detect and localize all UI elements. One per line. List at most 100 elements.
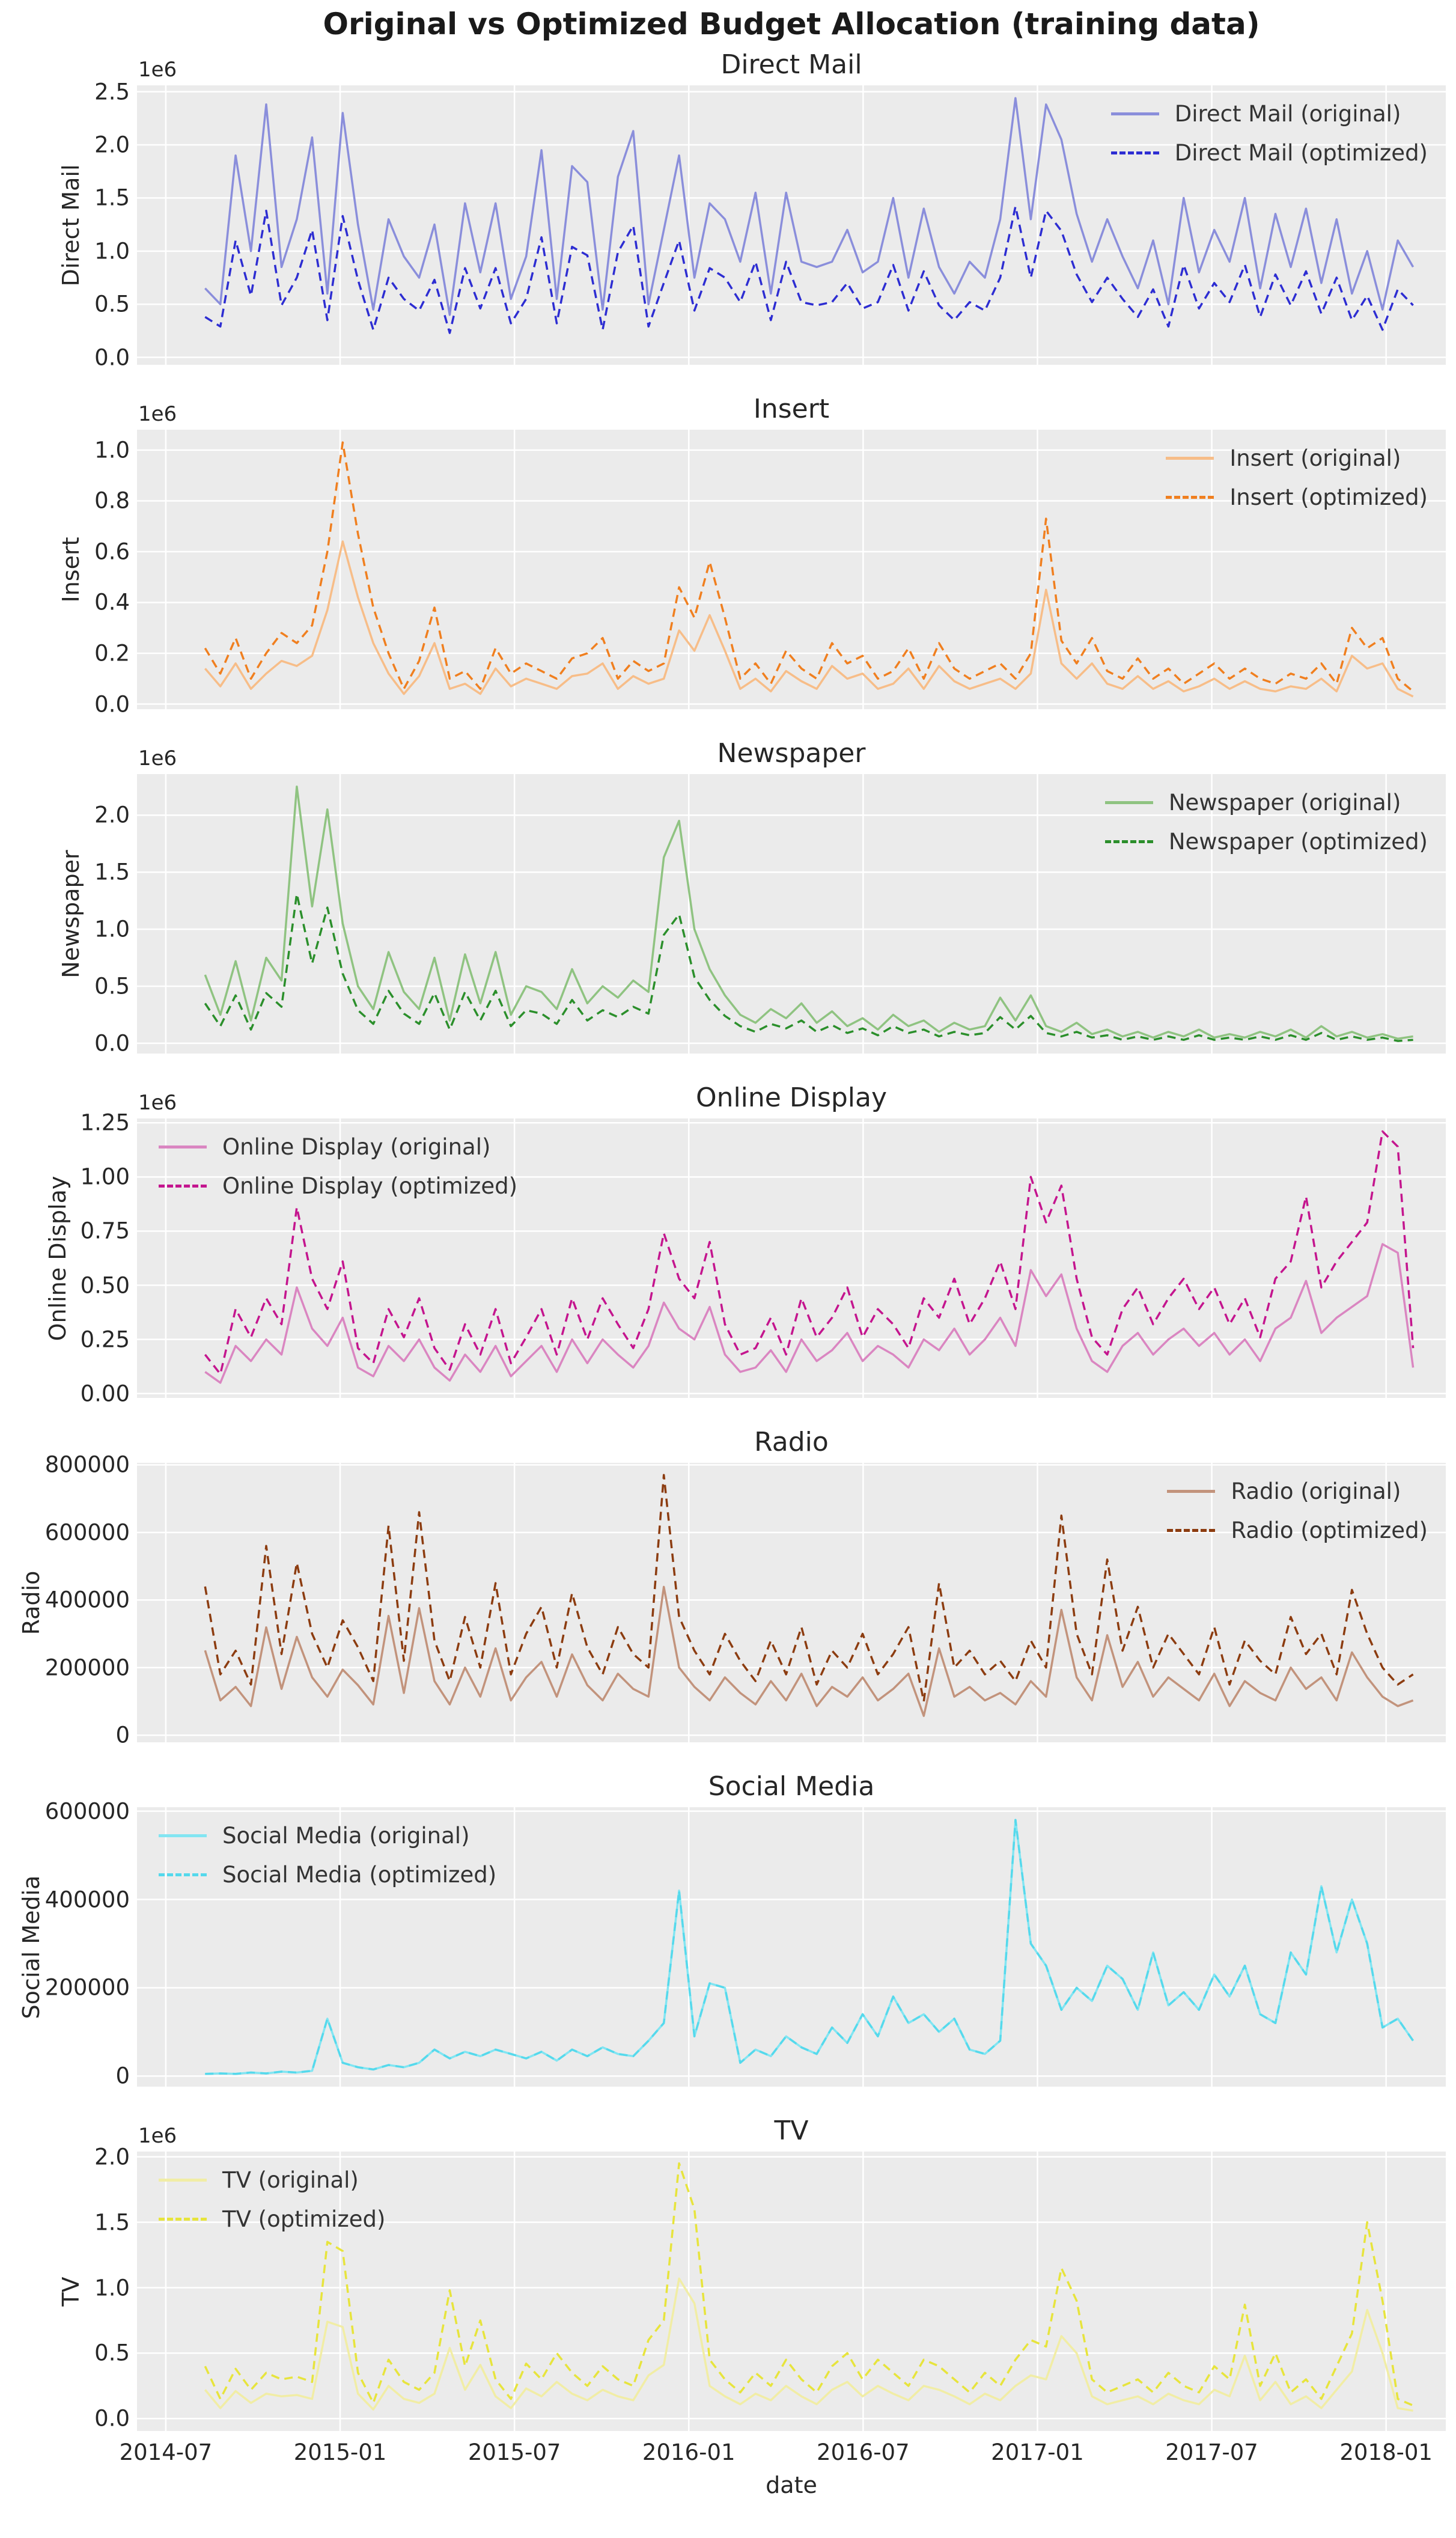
plot-svg xyxy=(137,85,1446,365)
legend-swatch-dashed xyxy=(1104,840,1153,843)
subplot-online-display: Online Display Online Display 0.00 0.25 0.50… xyxy=(0,1076,1456,1407)
x-tick-label: 2017-01 xyxy=(991,2439,1084,2465)
y-axis-offset-label: 1e6 xyxy=(138,1091,177,1115)
legend-item: Insert (original) xyxy=(1166,445,1401,471)
plot-row: Direct Mail 0.0 0.5 1.0 1.5 2.0 2.5 1e6 Direct M… xyxy=(0,58,1456,370)
plot-area: 1e6 Insert (original) Insert (optimized) xyxy=(137,402,1446,709)
y-tick-label: 0.5 xyxy=(94,2340,130,2366)
plot-row: Radio 0 200000 400000 600000 800000 Radio (ori… xyxy=(0,1452,1456,1748)
plot-svg xyxy=(137,1807,1446,2087)
series-line-original xyxy=(204,97,1415,316)
charts-container: Direct Mail Direct Mail 0.0 0.5 1.0 1.5 2.0 2.5… xyxy=(0,43,1456,2432)
plot-area: Social Media (original) Social Media (opt… xyxy=(137,1807,1446,2087)
subplot-title: Insert xyxy=(753,393,830,424)
legend: Social Media (original) Social Media (opt… xyxy=(159,1823,496,1888)
subplot-social-media: Social Media Social Media 0 200000 400000 600… xyxy=(0,1765,1456,2089)
legend-swatch-solid xyxy=(159,1145,207,1149)
y-tick-label: 0 xyxy=(115,1722,130,1748)
legend-item: Direct Mail (optimized) xyxy=(1110,140,1428,166)
legend-label: Online Display (original) xyxy=(222,1134,491,1160)
legend-label: Direct Mail (optimized) xyxy=(1174,140,1428,166)
y-tick-label: 0.6 xyxy=(94,538,130,565)
y-tick-label: 0.0 xyxy=(94,691,130,718)
y-tick-label: 0.8 xyxy=(94,487,130,514)
legend-label: TV (optimized) xyxy=(222,2206,386,2232)
plot-area: 1e6 Direct Mail (original) Direct Mail (op… xyxy=(137,58,1446,365)
y-tick-label: 200000 xyxy=(44,1655,130,1681)
series-line-optimized xyxy=(204,441,1414,692)
x-tick-label: 2016-07 xyxy=(817,2439,910,2465)
plot-svg xyxy=(137,2152,1446,2431)
legend-label: Online Display (optimized) xyxy=(222,1173,518,1199)
subplot-tv: TV TV 0.0 0.5 1.0 1.5 2.0 1e6 TV (original) TV (o… xyxy=(0,2109,1456,2432)
series-line-optimized xyxy=(204,205,1414,334)
legend: Direct Mail (original) Direct Mail (optim… xyxy=(1110,101,1428,166)
legend-item: Direct Mail (original) xyxy=(1110,101,1401,127)
y-axis-offset-label: 1e6 xyxy=(138,2124,177,2148)
y-tick-label: 600000 xyxy=(44,1798,130,1825)
series-line-original xyxy=(204,785,1413,1040)
subplot-insert: Insert Insert 0.0 0.2 0.4 0.6 0.8 1.0 1e6 Insert … xyxy=(0,388,1456,717)
plot-area: 1e6 Online Display (original) Online Displ… xyxy=(137,1091,1446,1398)
plot-row: Online Display 0.00 0.25 0.50 0.75 1.00 1.25 1e… xyxy=(0,1091,1456,1407)
series-line-optimized xyxy=(204,2162,1414,2407)
legend-swatch-solid xyxy=(159,1834,207,1837)
x-tick-label: 2016-01 xyxy=(642,2439,736,2465)
series-line-optimized xyxy=(205,1819,1415,2075)
plot-svg xyxy=(137,1463,1446,1742)
legend-label: Newspaper (original) xyxy=(1168,790,1401,816)
legend-item: Social Media (optimized) xyxy=(159,1862,496,1888)
legend: Online Display (original) Online Display … xyxy=(159,1134,517,1199)
plot-svg xyxy=(137,1118,1446,1398)
legend-item: Online Display (original) xyxy=(159,1134,490,1160)
plot-row: Newspaper 0.0 0.5 1.0 1.5 2.0 1e6 Newspaper (or… xyxy=(0,746,1456,1057)
legend-item: Insert (optimized) xyxy=(1166,484,1428,510)
legend-item: TV (original) xyxy=(159,2167,359,2193)
y-tick-label: 1.0 xyxy=(94,437,130,463)
y-axis-offset-label: 1e6 xyxy=(138,746,177,770)
legend-label: Insert (optimized) xyxy=(1229,484,1428,510)
legend-item: Online Display (optimized) xyxy=(159,1173,517,1199)
plot-row: TV 0.0 0.5 1.0 1.5 2.0 1e6 TV (original) TV (opt… xyxy=(0,2124,1456,2432)
y-tick-label: 0.0 xyxy=(94,344,130,371)
series-line-optimized xyxy=(204,892,1413,1042)
legend: Radio (original) Radio (optimized) xyxy=(1167,1478,1428,1543)
subplot-direct-mail: Direct Mail Direct Mail 0.0 0.5 1.0 1.5 2.0 2.5… xyxy=(0,43,1456,370)
y-tick-column: 0.0 0.5 1.0 1.5 2.0 2.5 xyxy=(0,79,130,370)
y-tick-label: 400000 xyxy=(44,1887,130,1913)
plot-area: Radio (original) Radio (optimized) xyxy=(137,1463,1446,1742)
x-tick-label: 2017-07 xyxy=(1165,2439,1258,2465)
series-line-original xyxy=(204,2277,1413,2412)
legend-item: Newspaper (optimized) xyxy=(1104,829,1428,855)
y-tick-column: 0.00 0.25 0.50 0.75 1.00 1.25 xyxy=(0,1110,130,1407)
y-tick-label: 1.0 xyxy=(94,238,130,264)
y-tick-label: 0.2 xyxy=(94,640,130,667)
y-tick-label: 600000 xyxy=(44,1519,130,1546)
plot-svg xyxy=(137,430,1446,709)
y-tick-label: 0.5 xyxy=(94,973,130,999)
plot-area: 1e6 Newspaper (original) Newspaper (optimi… xyxy=(137,746,1446,1054)
y-axis-offset-label: 1e6 xyxy=(138,402,177,426)
y-tick-column: 0.0 0.5 1.0 1.5 2.0 xyxy=(0,774,130,1057)
legend-label: Radio (original) xyxy=(1231,1478,1401,1504)
legend-label: TV (original) xyxy=(222,2167,359,2193)
y-tick-label: 1.00 xyxy=(80,1164,130,1190)
y-tick-label: 1.0 xyxy=(94,916,130,942)
legend-item: Newspaper (original) xyxy=(1104,790,1401,816)
legend-label: Radio (optimized) xyxy=(1231,1518,1428,1543)
legend-item: TV (optimized) xyxy=(159,2206,385,2232)
x-axis-label: date xyxy=(766,2472,817,2498)
subplot-title: Social Media xyxy=(708,1771,875,1802)
legend: TV (original) TV (optimized) xyxy=(159,2167,385,2232)
legend-swatch-solid xyxy=(1167,1490,1216,1493)
y-tick-label: 0.0 xyxy=(94,2405,130,2432)
legend: Insert (original) Insert (optimized) xyxy=(1166,445,1428,510)
y-tick-label: 0.0 xyxy=(94,1030,130,1057)
figure-title: Original vs Optimized Budget Allocation … xyxy=(323,7,1260,41)
plot-row: Social Media 0 200000 400000 600000 Social Me… xyxy=(0,1798,1456,2089)
legend-swatch-solid xyxy=(1166,457,1214,460)
legend-swatch-dashed xyxy=(159,1873,207,1876)
subplot-title: Newspaper xyxy=(717,737,866,769)
plot-row: Insert 0.0 0.2 0.4 0.6 0.8 1.0 1e6 Insert (origi… xyxy=(0,402,1456,717)
